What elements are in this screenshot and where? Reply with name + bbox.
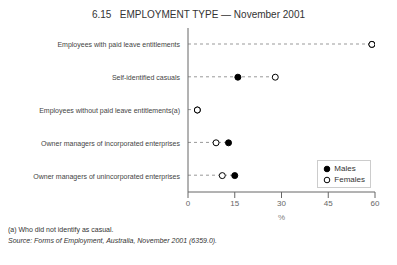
svg-text:Employees with paid leave enti: Employees with paid leave entitlements bbox=[57, 41, 180, 49]
html-text:Source: Forms of Employment, A: Source: Forms of Employment, Australia, … bbox=[8, 237, 218, 244]
svg-text:60: 60 bbox=[371, 199, 380, 208]
svg-text:Self-identified casuals: Self-identified casuals bbox=[112, 74, 181, 81]
svg-text:45: 45 bbox=[324, 199, 333, 208]
html-text:Females: Females bbox=[334, 175, 365, 184]
html-text:6.15 EMPLOYMENT TYPE — Novembe: 6.15 EMPLOYMENT TYPE — November 2001 bbox=[92, 9, 305, 20]
svg-text:Employees without paid leave e: Employees without paid leave entitlement… bbox=[39, 107, 180, 115]
html-text:(a) Who did not identify as ca: (a) Who did not identify as casual. bbox=[8, 226, 114, 233]
svg-text:Owner managers of unincorporat: Owner managers of unincorporated enterpr… bbox=[33, 173, 180, 181]
html-text:Males: Males bbox=[334, 164, 356, 173]
svg-text:30: 30 bbox=[277, 199, 286, 208]
svg-text:%: % bbox=[278, 213, 285, 222]
svg-text:Owner managers of incorporated: Owner managers of incorporated enterpris… bbox=[41, 140, 180, 148]
svg-text:15: 15 bbox=[230, 199, 239, 208]
svg-text:0: 0 bbox=[186, 199, 191, 208]
